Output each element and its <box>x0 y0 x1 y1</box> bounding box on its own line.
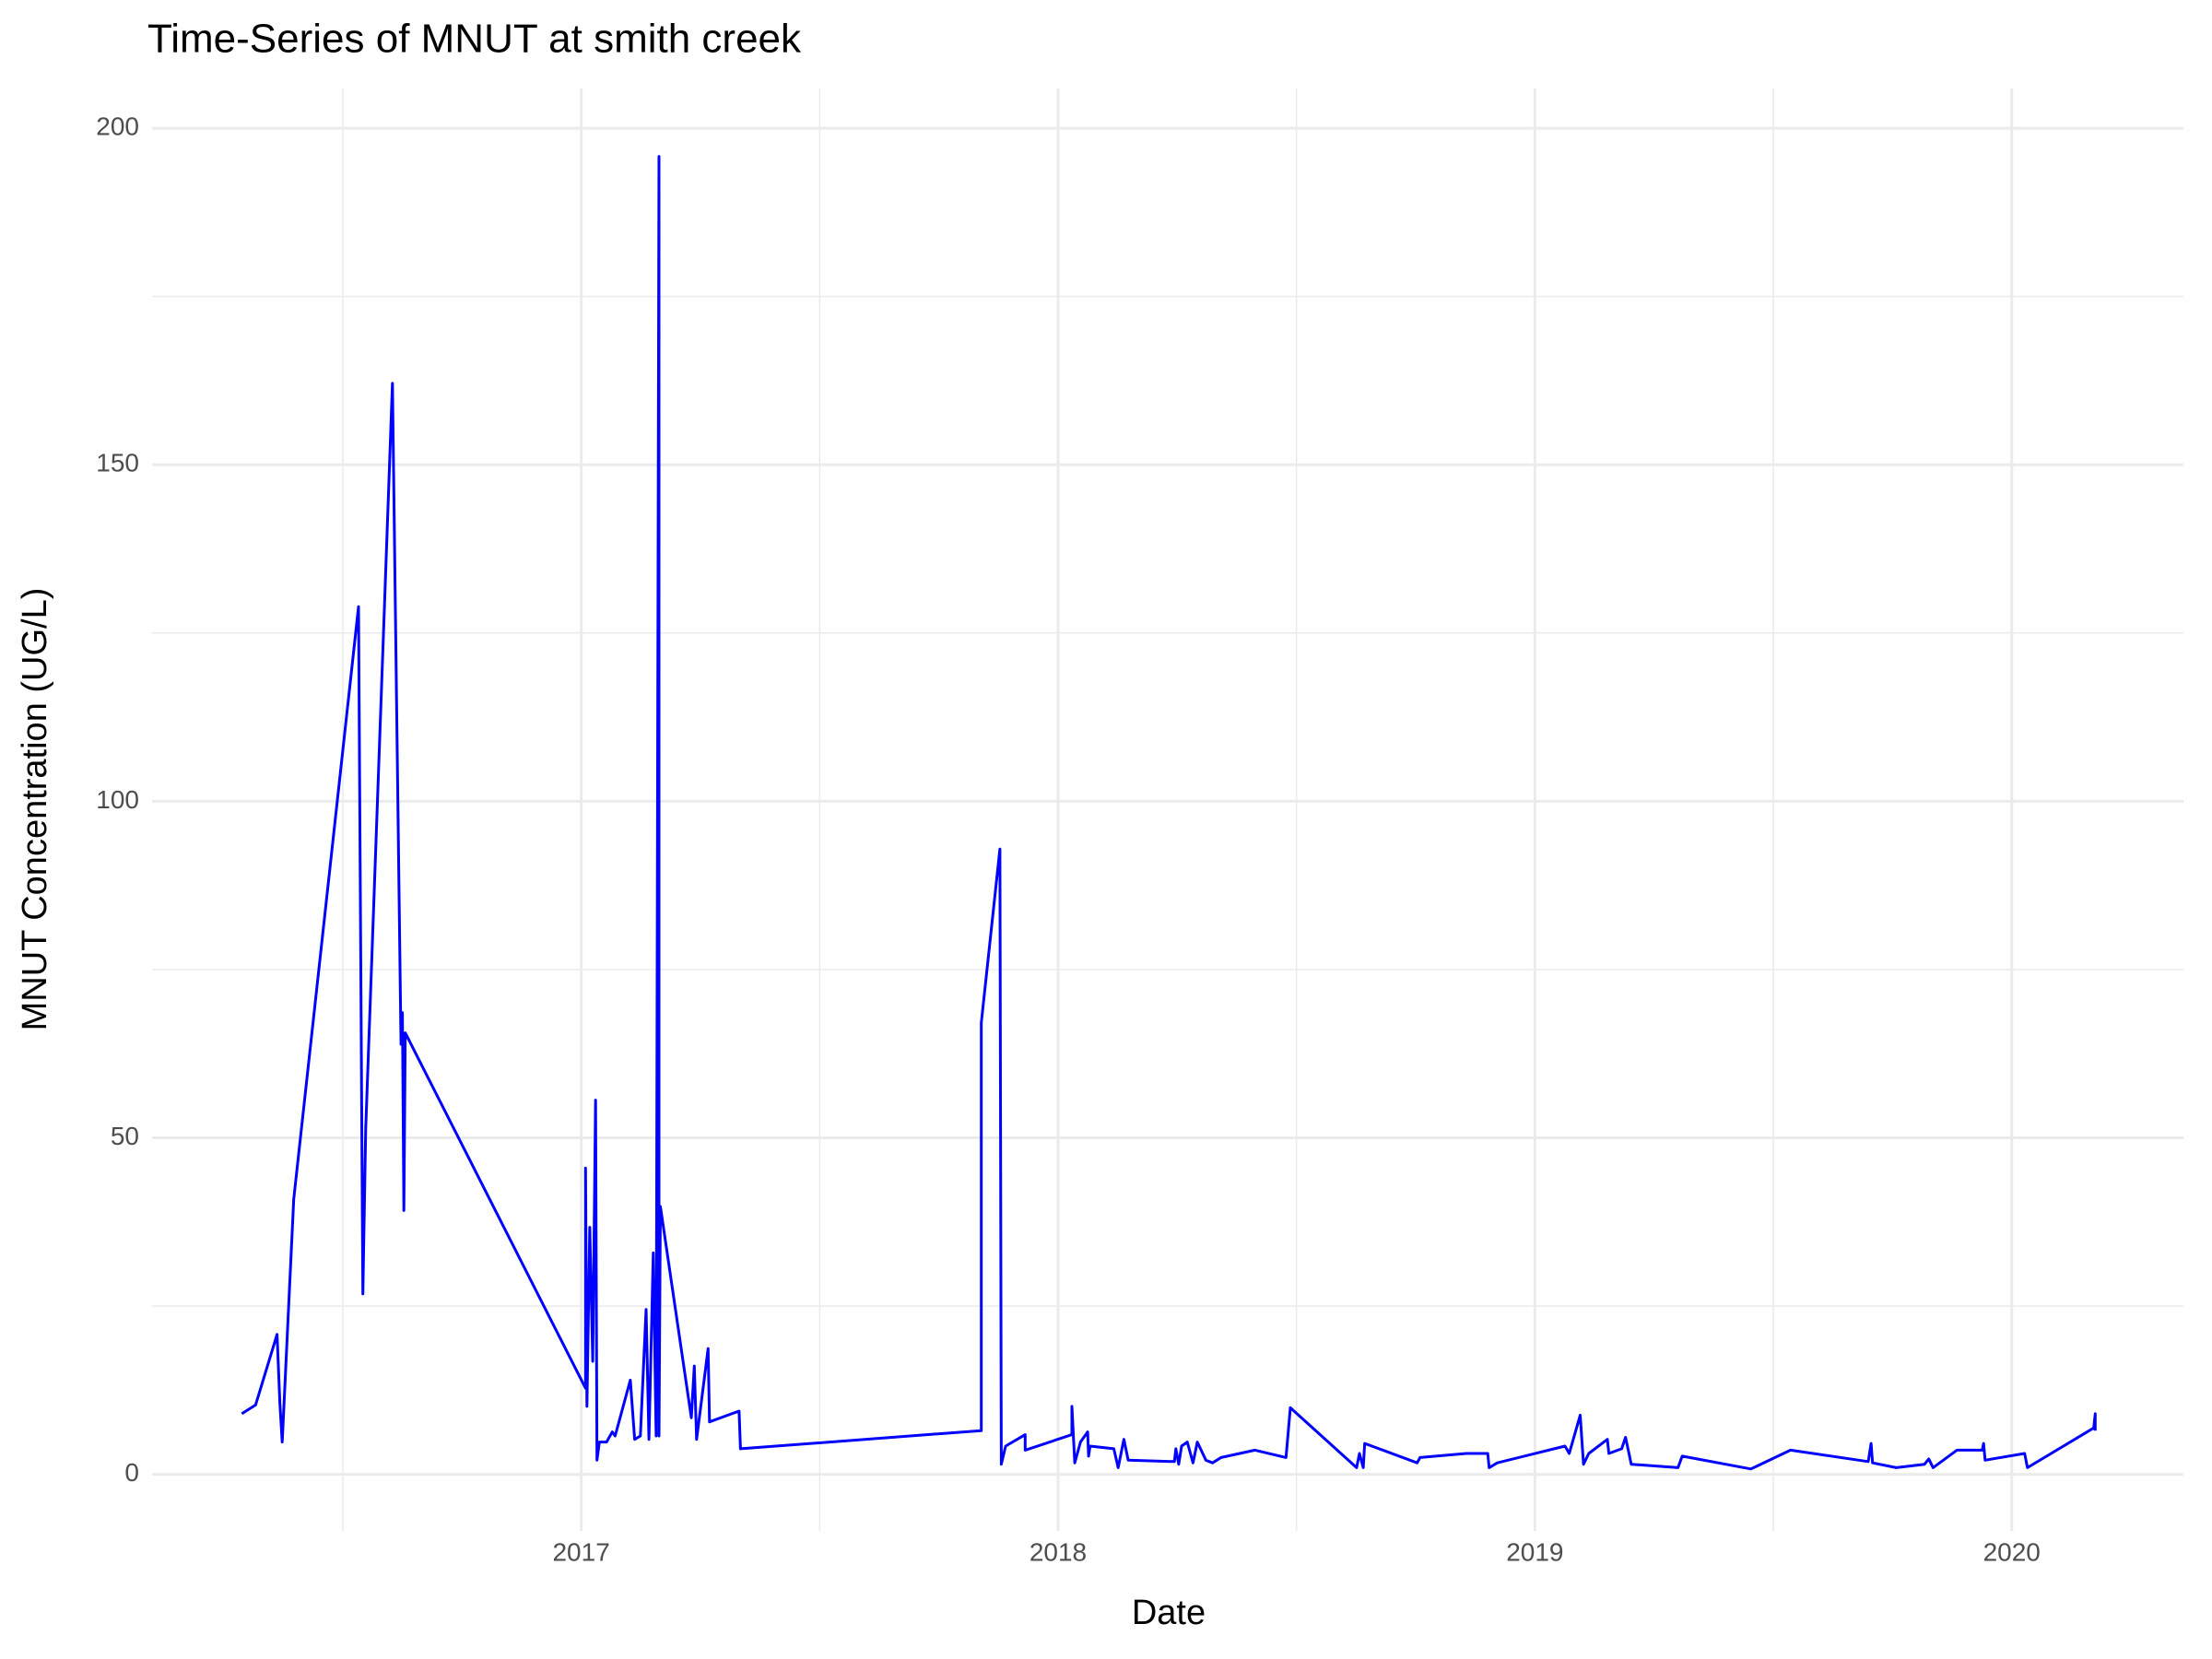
y-tick-label: 150 <box>96 449 139 477</box>
y-tick-label: 50 <box>111 1122 139 1150</box>
chart-title: Time-Series of MNUT at smith creek <box>147 17 802 62</box>
x-tick-label: 2018 <box>1030 1537 1087 1566</box>
y-tick-label: 0 <box>124 1458 139 1487</box>
x-tick-label: 2019 <box>1506 1537 1563 1566</box>
data-line <box>241 155 2097 1471</box>
y-tick-label: 100 <box>96 785 139 814</box>
x-axis-title: Date <box>1132 1594 1206 1632</box>
y-axis-title: MNUT Concentration (UG/L) <box>16 588 54 1031</box>
x-tick-label: 2020 <box>1983 1537 2041 1566</box>
x-tick-label: 2017 <box>552 1537 609 1566</box>
y-tick-label: 200 <box>96 112 139 140</box>
